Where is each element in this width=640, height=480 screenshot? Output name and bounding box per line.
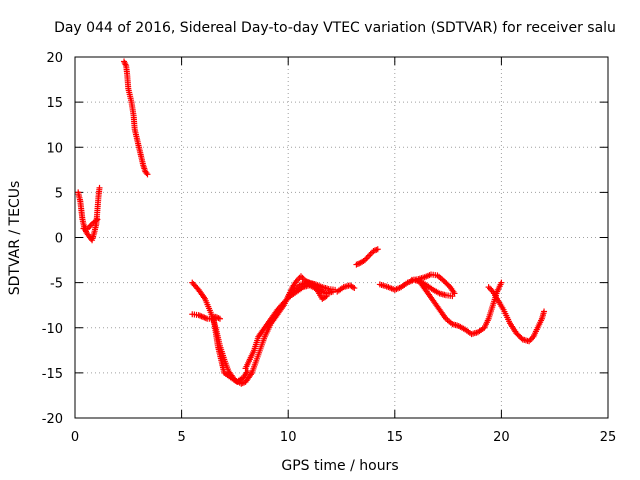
y-tick-label: -5 (50, 277, 63, 292)
data-point (374, 246, 381, 253)
data-point (144, 171, 151, 178)
data-point (93, 217, 100, 224)
y-tick-label: 15 (46, 96, 63, 111)
chart-title: Day 044 of 2016, Sidereal Day-to-day VTE… (54, 20, 616, 36)
data-point (143, 169, 150, 176)
tick-labels: 0 5 10 15 20 25 -20 -15 -10 -5 0 5 10 15 20 (42, 51, 617, 445)
y-tick-label: 10 (46, 141, 63, 156)
data-point (451, 290, 458, 297)
x-tick-label: 5 (177, 430, 185, 445)
x-tick-label: 10 (280, 430, 297, 445)
data-point (290, 288, 297, 295)
x-tick-label: 0 (71, 430, 79, 445)
data-point (541, 308, 548, 315)
y-tick-label: 0 (55, 232, 63, 247)
series-sdtvar (75, 58, 548, 387)
data-markers (75, 58, 548, 387)
data-point (96, 184, 103, 191)
y-tick-label: -10 (42, 322, 63, 337)
data-point (216, 315, 223, 322)
data-point (351, 285, 358, 292)
y-axis-label: SDTVAR / TECUs (7, 181, 23, 296)
y-tick-label: 5 (55, 186, 63, 201)
y-tick-label: 20 (46, 51, 63, 66)
data-point (323, 293, 330, 300)
x-axis-label: GPS time / hours (281, 458, 398, 474)
x-tick-label: 15 (387, 430, 404, 445)
data-point (94, 216, 101, 223)
y-tick-label: -20 (42, 412, 63, 427)
x-tick-label: 20 (493, 430, 510, 445)
y-tick-label: -15 (42, 367, 63, 382)
axis-ticks (74, 56, 609, 419)
grid-lines (75, 57, 608, 418)
data-point (373, 246, 380, 253)
data-point (498, 279, 505, 286)
plot-frame (74, 56, 609, 419)
x-tick-label: 25 (600, 430, 617, 445)
